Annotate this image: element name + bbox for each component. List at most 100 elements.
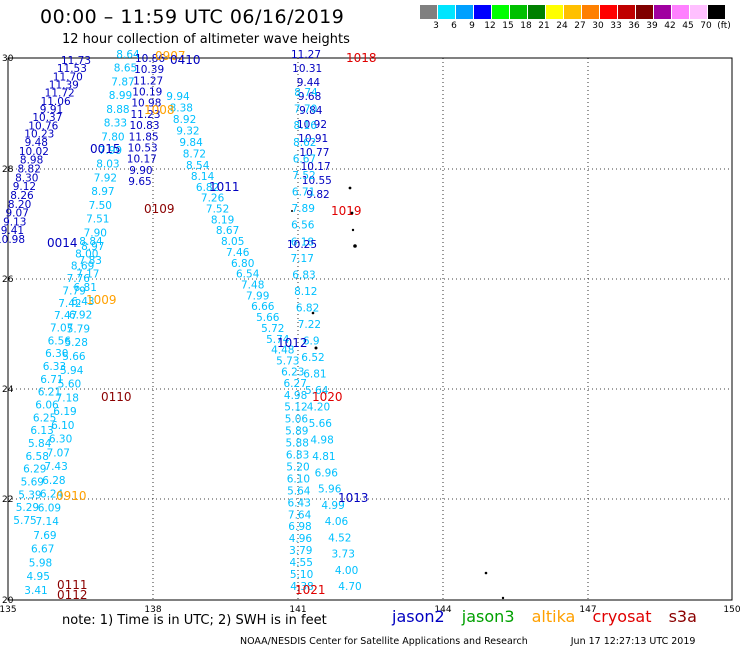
wave-height-label: 5.88 bbox=[286, 438, 309, 450]
chart-subtitle: 12 hour collection of altimeter wave hei… bbox=[62, 32, 350, 47]
wave-height-label: 10.53 bbox=[128, 143, 158, 155]
wave-height-label: 4.81 bbox=[312, 451, 335, 463]
wave-height-label: 7.80 bbox=[101, 131, 124, 143]
wave-height-label: 10.77 bbox=[299, 147, 329, 159]
x-tick-label: 138 bbox=[144, 605, 161, 615]
satellite-legend: jason2 jason3 altika cryosat s3a bbox=[392, 607, 709, 626]
wave-height-label: 5.72 bbox=[261, 323, 284, 335]
wave-height-label: 11.85 bbox=[129, 131, 159, 143]
wave-height-label: 5.64 bbox=[287, 485, 311, 497]
wave-height-label: 10.83 bbox=[129, 120, 159, 132]
wave-height-label: 11.23 bbox=[130, 109, 160, 121]
legend-jason3: jason3 bbox=[461, 607, 515, 626]
wave-height-label: 6.92 bbox=[69, 310, 92, 322]
wave-height-label: 5.98 bbox=[29, 558, 52, 570]
wave-height-label: 6.83 bbox=[286, 450, 309, 462]
cycle-label: 0410 bbox=[170, 53, 201, 67]
scale-tick-label: 15 bbox=[502, 21, 514, 31]
wave-height-label: 8.74 bbox=[294, 87, 318, 99]
wave-height-label: 5.66 bbox=[62, 351, 86, 363]
wave-height-label: 10.86 bbox=[135, 53, 165, 65]
wave-height-label: 7.51 bbox=[86, 214, 109, 226]
wave-height-label: 8.65 bbox=[114, 63, 137, 75]
wave-height-label: 9.48 bbox=[25, 137, 48, 149]
wave-height-label: 9.65 bbox=[128, 176, 151, 188]
wave-height-label: 6.71 bbox=[40, 374, 63, 386]
wave-height-label: 4.20 bbox=[307, 401, 330, 413]
wave-height-label: 6.28 bbox=[42, 475, 65, 487]
wave-height-label: 6.25 bbox=[33, 412, 56, 424]
wave-height-label: 6.23 bbox=[281, 366, 304, 378]
wave-height-label: 6.56 bbox=[291, 220, 315, 232]
wave-height-label: 8.54 bbox=[186, 160, 210, 172]
wave-height-label: 6.10 bbox=[287, 473, 310, 485]
wave-height-label: 8.33 bbox=[104, 118, 127, 130]
wave-height-label: 11.06 bbox=[41, 96, 71, 108]
wave-height-label: 6.33 bbox=[43, 361, 66, 373]
legend-jason2: jason2 bbox=[392, 607, 445, 626]
wave-height-label: 4.99 bbox=[321, 500, 344, 512]
wave-height-label: 8.20 bbox=[8, 199, 31, 211]
wave-height-label: 7.43 bbox=[44, 461, 67, 473]
scale-tick-label: 45 bbox=[682, 21, 694, 31]
wave-height-label: 6.43 bbox=[288, 497, 311, 509]
wave-height-label: 9.82 bbox=[306, 189, 329, 201]
cycle-label: 1008 bbox=[144, 103, 175, 117]
wave-height-label: 8.88 bbox=[106, 104, 129, 116]
wave-height-label: 9.07 bbox=[6, 208, 29, 220]
wave-height-label: 9.84 bbox=[179, 137, 203, 149]
wave-height-label: 10.17 bbox=[301, 161, 331, 173]
wave-height-label: 8.62 bbox=[293, 137, 316, 149]
wave-height-label: 9.41 bbox=[1, 225, 24, 237]
wave-height-label: 7.90 bbox=[84, 227, 107, 239]
scale-tick-label: 39 bbox=[646, 21, 658, 31]
wave-height-label: 7.17 bbox=[76, 269, 99, 281]
wave-height-label: 9.91 bbox=[40, 104, 63, 116]
wave-height-label: 9.12 bbox=[13, 181, 36, 193]
wave-height-label: 7.83 bbox=[79, 255, 102, 267]
wave-height-label: 7.76 bbox=[67, 273, 91, 285]
wave-height-label: 7.50 bbox=[89, 200, 112, 212]
cycle-label: 0910 bbox=[56, 489, 87, 503]
wave-height-label: 11.27 bbox=[133, 75, 163, 87]
wave-height-label: 5.66 bbox=[256, 312, 280, 324]
wave-height-label: 6.81 bbox=[74, 282, 97, 294]
wave-height-label: 10.39 bbox=[134, 64, 164, 76]
y-tick-label: 22 bbox=[2, 495, 13, 505]
scale-swatch bbox=[654, 5, 671, 19]
cycle-label: 0014 bbox=[47, 236, 78, 250]
island-dots bbox=[291, 186, 505, 600]
wave-height-label: 6.29 bbox=[23, 464, 46, 476]
wave-height-label: 7.87 bbox=[111, 76, 134, 88]
scale-tick-label: 3 bbox=[433, 21, 439, 31]
footer-timestamp: Jun 17 12:27:13 UTC 2019 bbox=[570, 636, 696, 647]
wave-height-label: 8.30 bbox=[15, 172, 38, 184]
y-tick-label: 20 bbox=[2, 596, 14, 606]
wave-height-label: 5.10 bbox=[290, 569, 313, 581]
wave-height-label: 10.23 bbox=[24, 129, 54, 141]
wave-height-label: 8.14 bbox=[191, 171, 215, 183]
scale-swatch bbox=[420, 5, 437, 19]
wave-height-label: 8.26 bbox=[10, 190, 34, 202]
wave-height-label: 7.18 bbox=[56, 392, 79, 404]
scale-tick-label: 27 bbox=[574, 21, 586, 31]
wave-height-label: 4.98 bbox=[284, 390, 307, 402]
note-text: note: 1) Time is in UTC; 2) SWH is in fe… bbox=[62, 613, 327, 628]
scale-swatch bbox=[600, 5, 617, 19]
wave-height-label: 10.76 bbox=[28, 120, 58, 132]
wave-height-label: 4.96 bbox=[289, 533, 313, 545]
scale-tick-label: 21 bbox=[538, 21, 550, 31]
wave-height-label: 9.32 bbox=[176, 126, 199, 138]
wave-height-label: 6.18 bbox=[291, 236, 314, 248]
wave-height-label: 10.02 bbox=[19, 146, 49, 158]
wave-height-label: 8.97 bbox=[91, 186, 114, 198]
wave-height-label: 5.39 bbox=[18, 489, 41, 501]
wave-height-label: 7.42 bbox=[58, 298, 81, 310]
wave-height-label: 11.70 bbox=[53, 71, 83, 83]
wave-height-label: 5.66 bbox=[309, 418, 333, 430]
wave-height-label: 6.19 bbox=[53, 406, 76, 418]
scale-tick-label: 24 bbox=[556, 21, 568, 31]
scale-tick-label: 36 bbox=[628, 21, 640, 31]
wave-height-label: 6.24 bbox=[40, 489, 64, 501]
